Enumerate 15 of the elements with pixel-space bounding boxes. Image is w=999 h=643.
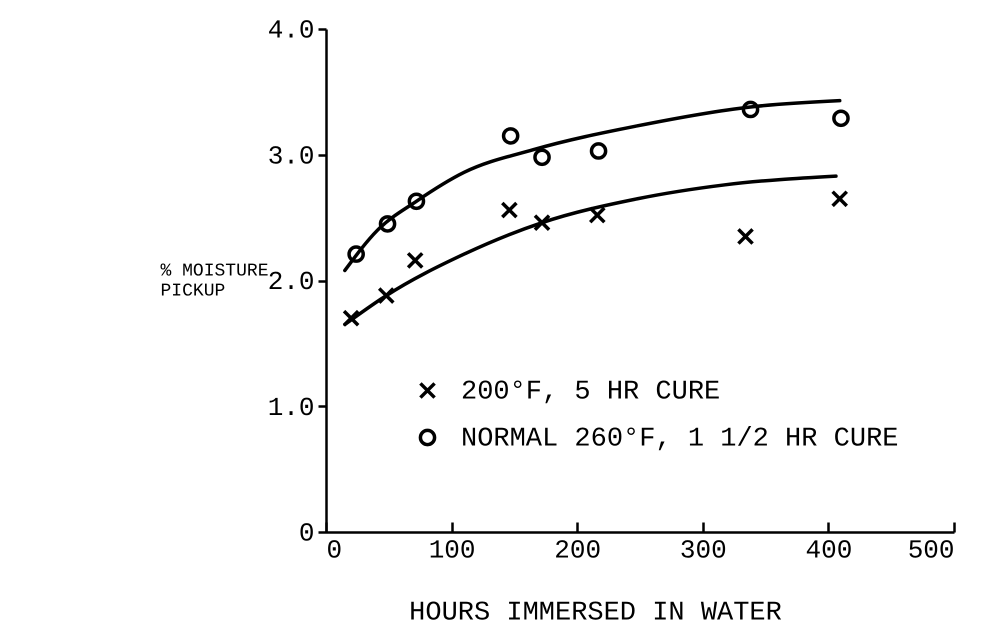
x-tick-label: 400 xyxy=(805,536,852,566)
y-tick-label: 1.0 xyxy=(268,392,314,423)
legend-label: NORMAL 260°F, 1 1/2 HR CURE xyxy=(461,424,898,454)
x-tick-label: 300 xyxy=(680,536,727,566)
x-tick-label: 0 xyxy=(326,536,342,566)
legend-label: 200°F, 5 HR CURE xyxy=(461,378,720,408)
line-series xyxy=(343,98,842,272)
y-tick-label: 4.0 xyxy=(268,16,314,46)
x-tick-label: 100 xyxy=(428,536,476,566)
y-tick-label: 2.0 xyxy=(268,267,314,297)
x-tick-label: 500 xyxy=(908,536,954,566)
x-axis-title: HOURS IMMERSED IN WATER xyxy=(409,598,782,628)
y-axis-title: % MOISTURE PICKUP xyxy=(160,262,269,302)
y-tick-label: 3.0 xyxy=(268,141,314,172)
x-tick-label: 200 xyxy=(554,536,602,566)
